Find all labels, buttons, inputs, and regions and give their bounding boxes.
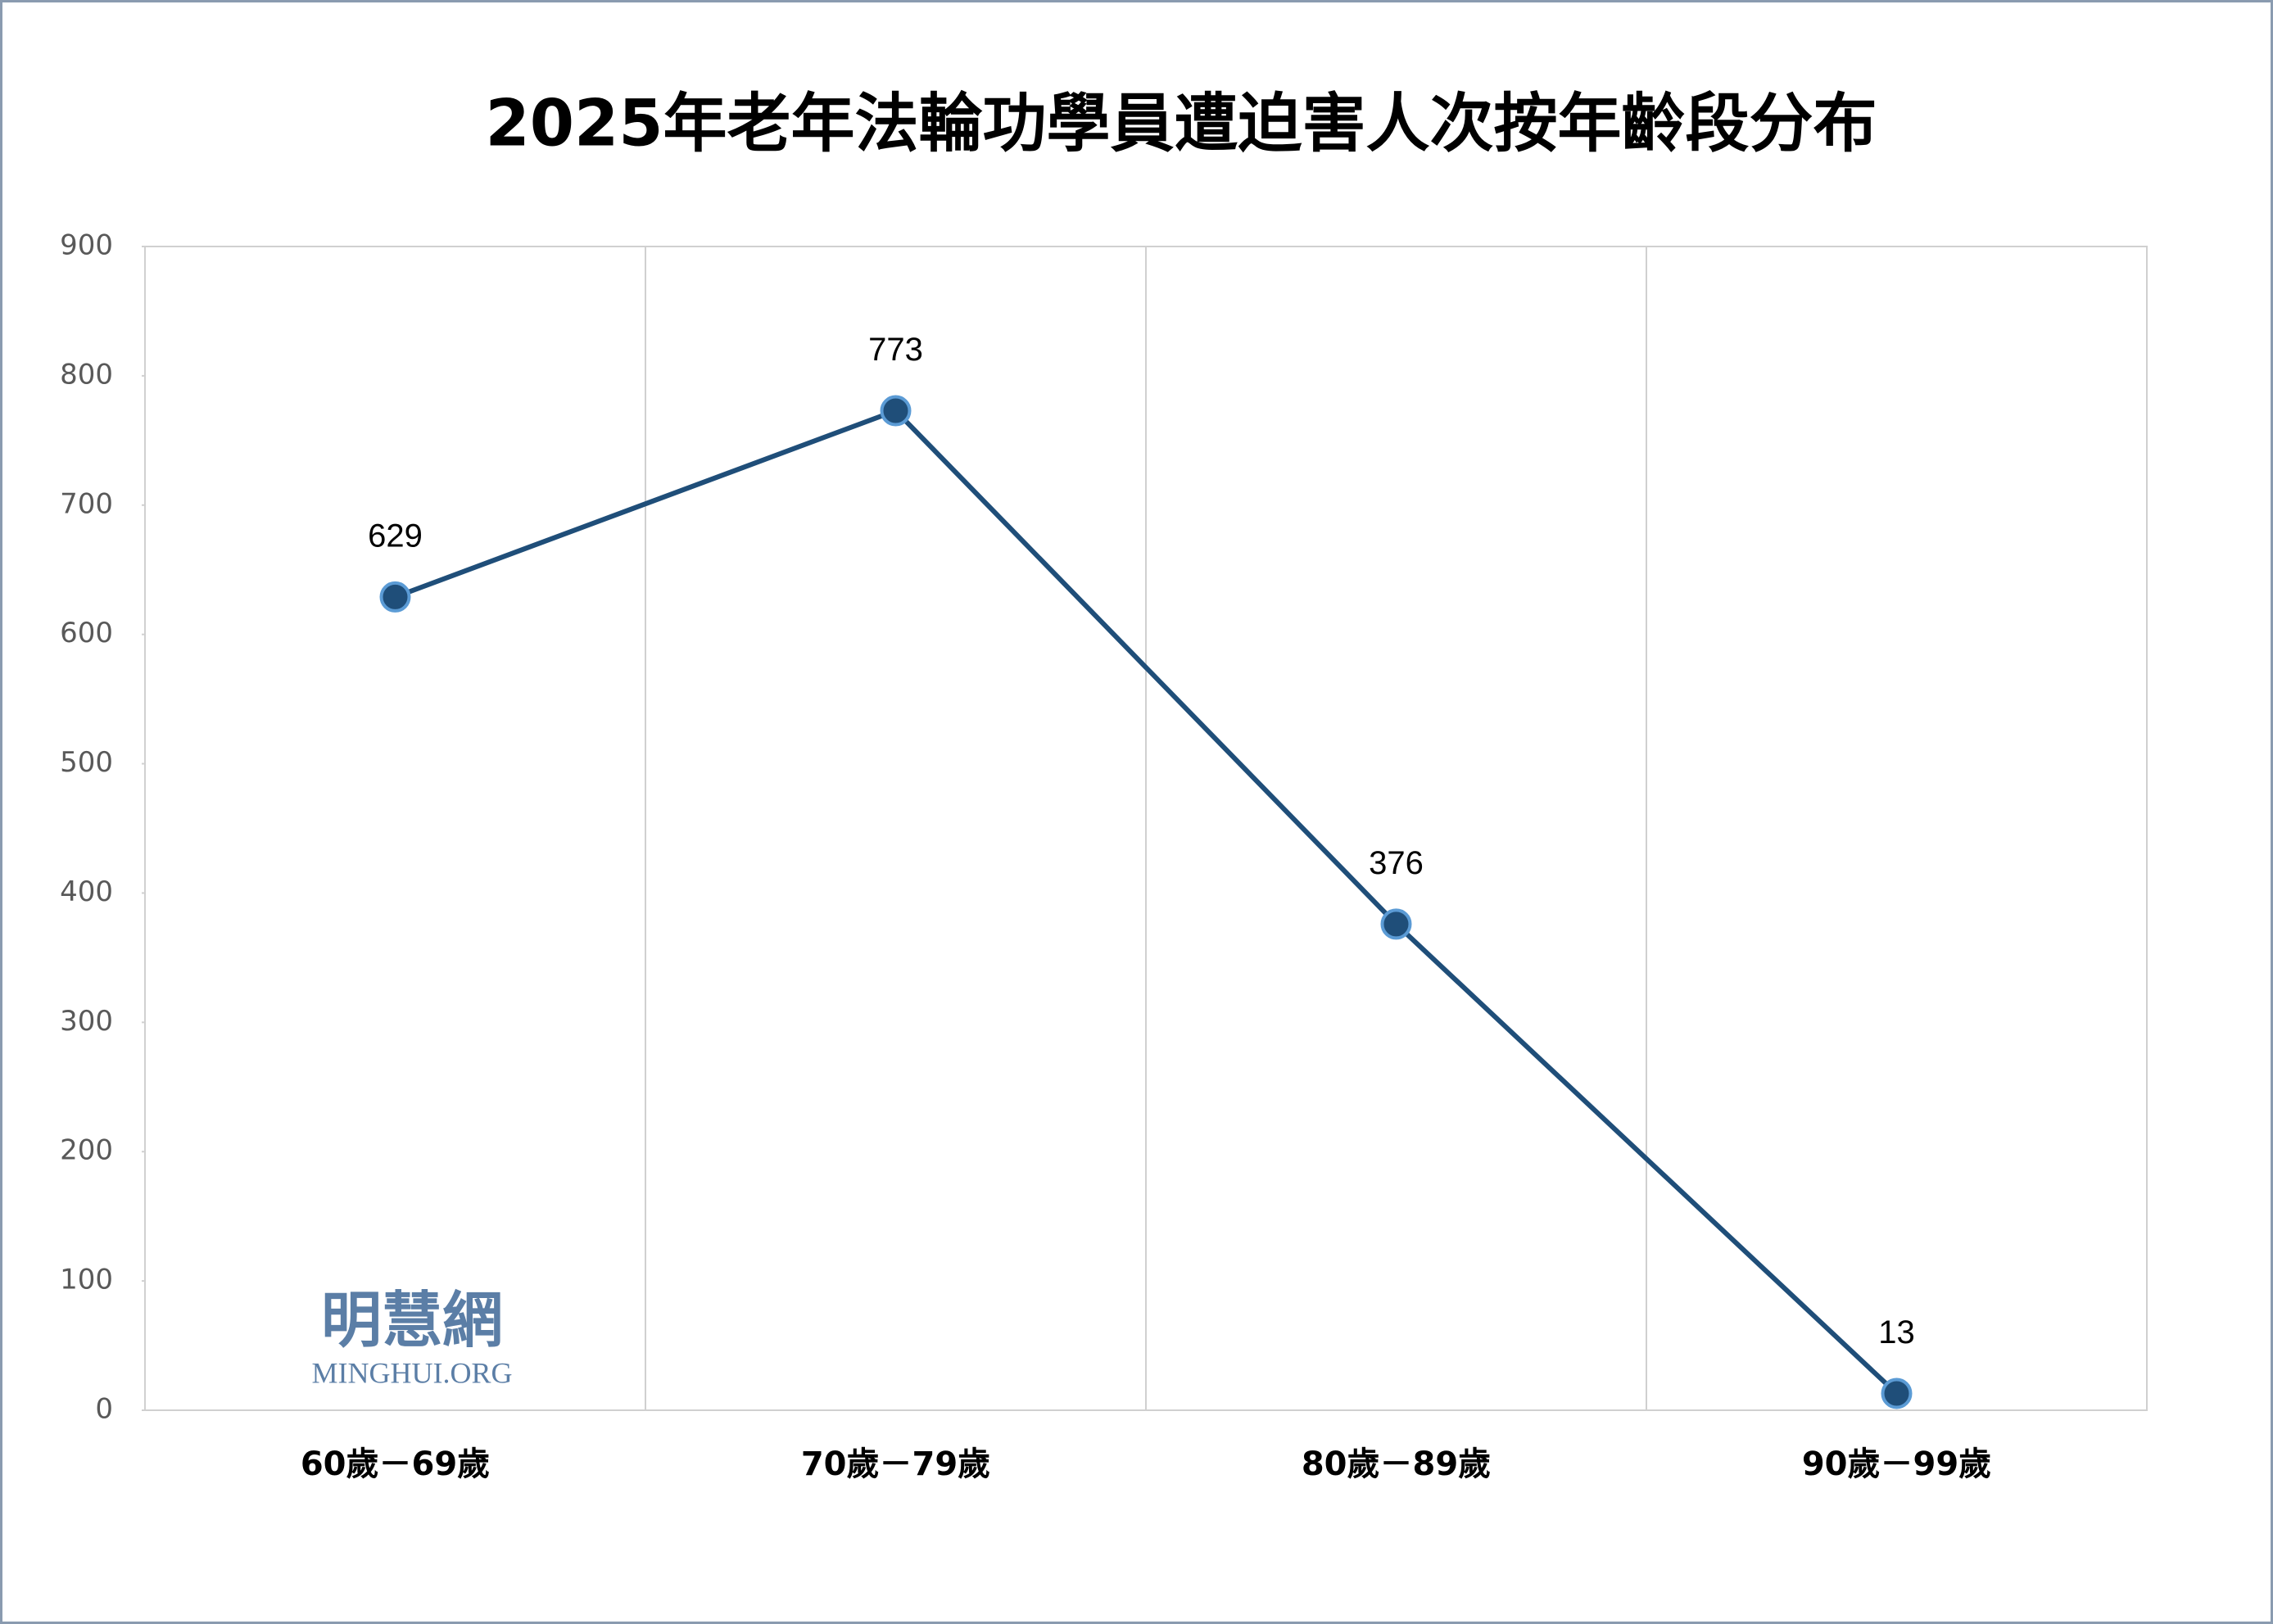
data-label: 13 [1878, 1314, 1915, 1350]
data-point [1881, 1377, 1913, 1409]
y-tick-label: 400 [60, 875, 113, 908]
data-label: 629 [368, 518, 423, 554]
watermark-site: MINGHUI.ORG [312, 1356, 513, 1389]
data-point [379, 581, 411, 613]
x-tick-label: 70歲－79歲 [801, 1445, 990, 1483]
data-label: 773 [868, 332, 923, 368]
data-point [880, 395, 912, 427]
y-tick-label: 900 [60, 229, 113, 262]
x-tick-label: 90歲－99歲 [1802, 1445, 1991, 1483]
y-tick-label: 200 [60, 1134, 113, 1167]
chart-title: 2025年老年法輪功學員遭迫害人次按年齡段分布 [485, 87, 1877, 161]
y-tick-label: 800 [60, 358, 113, 391]
y-tick-label: 100 [60, 1264, 113, 1296]
x-tick-label: 80歲－89歲 [1302, 1445, 1491, 1483]
y-tick-label: 300 [60, 1005, 113, 1038]
data-point [1380, 908, 1412, 940]
y-tick-label: 0 [95, 1393, 113, 1426]
y-tick-label: 700 [60, 487, 113, 520]
watermark-name: 明慧網 [321, 1286, 503, 1356]
x-tick-label: 60歲－69歲 [301, 1445, 490, 1483]
y-tick-label: 600 [60, 617, 113, 649]
series-line [394, 408, 1899, 1396]
data-label: 376 [1369, 845, 1424, 881]
y-tick-label: 500 [60, 746, 113, 779]
